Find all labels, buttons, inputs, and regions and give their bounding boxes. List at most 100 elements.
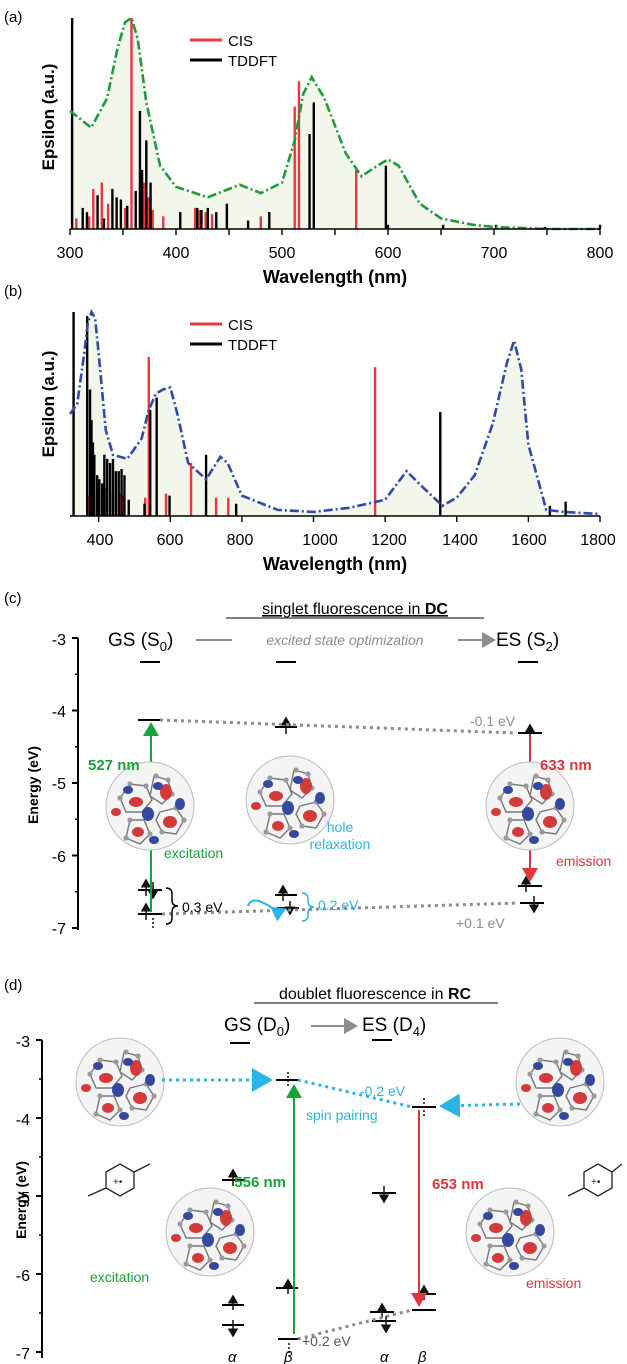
panel-d-excitation-text: excitation: [90, 1269, 149, 1285]
panel-c-mid-brace: [301, 892, 315, 922]
panel-a: (a) Epsilon (a.u.) 300 400 500 600 700 8…: [4, 9, 613, 287]
panel-c-relax-curl: [247, 899, 287, 922]
panel-b-x-ticks: [97, 516, 601, 522]
panel-d-y-ticks: [36, 1039, 42, 1353]
panel-d: (d) doublet fluorescence in RC GS (D0) E…: [4, 977, 623, 1364]
panel-c-arrow-text: excited state optimization: [266, 632, 423, 648]
panel-c-emission-text: emission: [556, 853, 611, 869]
panel-c-hole-text-2: relaxation: [310, 836, 371, 852]
panel-c-ytick-5: -5: [52, 776, 66, 793]
panel-d-bottom-dotted-link: [297, 1308, 413, 1341]
panel-a-spectrum-fill: [70, 18, 600, 229]
panel-c: (c) singlet fluorescence in DC GS (S0) e…: [4, 590, 611, 938]
panel-c-es-state: ES (S2): [496, 630, 559, 654]
legend-b-tddft-label: TDDFT: [228, 337, 277, 354]
panel-c-shift-top: -0.1 eV: [470, 713, 516, 729]
panel-c-left-brace: [165, 887, 179, 925]
panel-d-excitation-wavelength: 556 nm: [234, 1174, 286, 1191]
panel-d-ytick-5: -5: [16, 1190, 30, 1207]
panel-c-title: singlet fluorescence in DC: [262, 601, 448, 618]
panel-c-shift-bottom: +0.1 eV: [456, 915, 505, 931]
panel-d-label: (d): [4, 977, 22, 994]
panel-d-alpha-left: α: [228, 1349, 237, 1364]
panel-b-ylabel: Epsilon (a.u.): [39, 351, 58, 458]
panel-c-excitation-text: excitation: [164, 845, 223, 861]
panel-b-tick-1000: 1000: [302, 532, 338, 549]
panel-c-gs-state: GS (S0): [108, 630, 173, 654]
svg-text:+•: +•: [591, 1177, 601, 1188]
panel-b-tick-1800: 1800: [580, 532, 616, 549]
panel-d-ytick-6: -6: [16, 1268, 30, 1285]
panel-d-shift-top: -0.2 eV: [360, 1083, 406, 1099]
panel-b-x-tick-labels: 400 600 800 1000 1200 1400 1600 1800: [87, 532, 616, 549]
panel-c-ylabel: Energy (eV): [25, 746, 41, 824]
panel-a-tick-300: 300: [57, 245, 84, 262]
panel-b-xlabel: Wavelength (nm): [263, 554, 407, 574]
legend-tddft-label: TDDFT: [228, 53, 277, 70]
panel-b-sticks: [68, 308, 601, 516]
panel-a-spectrum-curve: [69, 15, 600, 231]
panel-b: (b) Epsilon (a.u.) 400 600 800 1000 1200…: [4, 283, 616, 574]
panel-c-emission-wavelength: 633 nm: [540, 757, 592, 774]
panel-a-tick-600: 600: [375, 245, 402, 262]
panel-c-levels: [138, 661, 544, 915]
panel-c-ytick-4: -4: [52, 704, 66, 721]
legend-b-cis-label: CIS: [228, 317, 253, 334]
panel-d-emission-text: emission: [526, 1275, 581, 1291]
panel-c-excitation-wavelength: 527 nm: [88, 757, 140, 774]
panel-d-ytick-3: -3: [16, 1034, 30, 1051]
panel-b-tick-1400: 1400: [442, 532, 478, 549]
panel-a-x-ticks: [69, 229, 601, 235]
panel-c-ytick-6: -6: [52, 849, 66, 866]
panel-c-arrow-text-bg: [232, 628, 458, 650]
panel-d-orbital-top-left: [75, 1037, 165, 1127]
panel-c-lumo-dotted-link: [161, 901, 519, 916]
panel-a-background-fill: [70, 18, 600, 229]
panel-d-es-state: ES (D4): [362, 1015, 426, 1039]
panel-d-shift-bottom: +0.2 eV: [302, 1333, 351, 1349]
panel-a-tick-700: 700: [481, 245, 508, 262]
panel-a-label: (a): [4, 9, 22, 26]
panel-c-orbital-right: [485, 761, 575, 851]
panel-d-orbital-bottom-left: [165, 1187, 255, 1277]
panel-a-x-tick-labels: 300 400 500 600 700 800: [57, 245, 614, 262]
panel-d-orbital-bottom-right: [465, 1187, 555, 1277]
panel-c-gap-mid: 0.2 eV: [318, 897, 359, 913]
panel-c-y-ticks: [72, 637, 78, 929]
panel-d-emission-wavelength: 653 nm: [432, 1176, 484, 1193]
panel-d-spin-pairing: spin pairing: [306, 1107, 378, 1123]
panel-a-tick-400: 400: [163, 245, 190, 262]
panel-a-tick-800: 800: [587, 245, 614, 262]
panel-c-orbital-middle: [245, 755, 335, 845]
panel-b-tick-400: 400: [87, 532, 114, 549]
panel-d-orbital-top-right: [515, 1037, 605, 1127]
panel-d-ytick-7: -7: [16, 1346, 30, 1363]
panel-d-ylabel: Energy (eV): [13, 1161, 29, 1239]
panel-d-radical-left: +•: [87, 1163, 151, 1197]
legend-cis-label: CIS: [228, 33, 253, 50]
panel-c-gap-left: 0.3 eV: [182, 899, 223, 915]
svg-text:+•: +•: [113, 1177, 123, 1188]
panel-a-ylabel: Epsilon (a.u.): [39, 64, 58, 171]
panel-a-tick-500: 500: [269, 245, 296, 262]
panel-c-ytick-7: -7: [52, 921, 66, 938]
panel-b-tick-1600: 1600: [511, 532, 547, 549]
panel-c-label: (c): [4, 590, 22, 607]
panel-c-hole-text-1: hole: [327, 819, 354, 835]
panel-d-beta-left: β: [283, 1349, 293, 1364]
panel-b-tick-800: 800: [227, 532, 254, 549]
panel-b-label: (b): [4, 283, 22, 300]
panel-c-ytick-3: -3: [52, 632, 66, 649]
panel-c-homo-dotted-link: [159, 718, 517, 735]
panel-b-legend: CIS TDDFT: [190, 317, 277, 354]
panel-d-right-orbital-arrow: [439, 1093, 521, 1118]
panel-a-legend: CIS TDDFT: [190, 33, 277, 70]
panel-b-tick-1200: 1200: [371, 532, 407, 549]
panel-d-radical-right: +•: [567, 1163, 623, 1197]
panel-d-top-dotted-link: [297, 1078, 413, 1109]
panel-d-beta-right: β: [417, 1349, 427, 1364]
panel-d-gs-state: GS (D0): [224, 1015, 290, 1039]
panel-d-title: doublet fluorescence in RC: [279, 986, 472, 1003]
panel-a-xlabel: Wavelength (nm): [263, 267, 407, 287]
